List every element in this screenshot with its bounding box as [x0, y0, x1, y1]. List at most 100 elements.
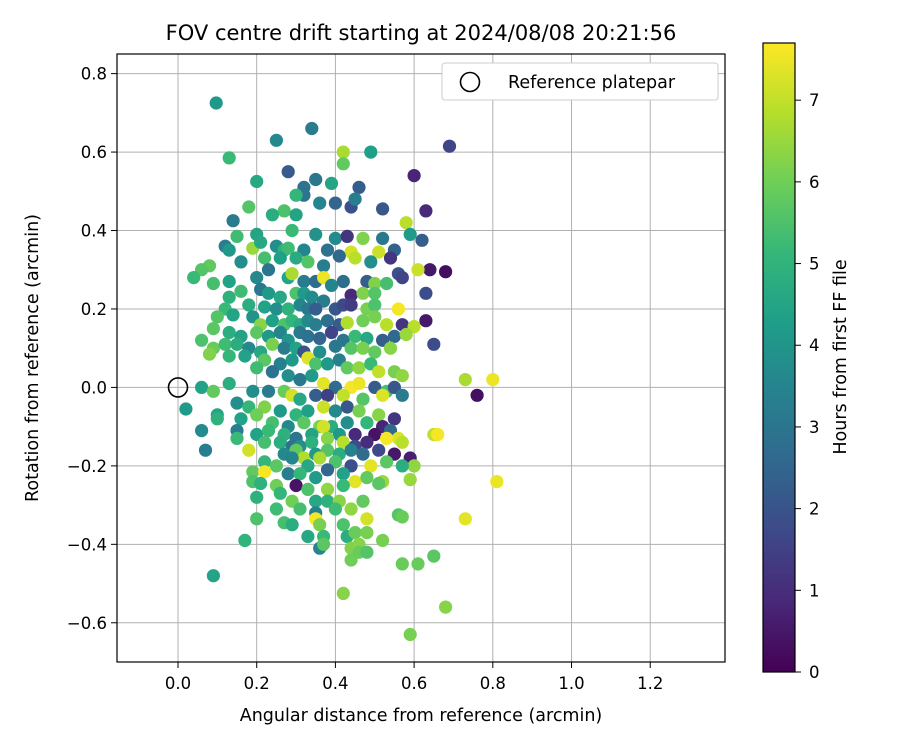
y-tick-label: −0.2	[67, 457, 107, 476]
y-tick-label: 0.4	[81, 222, 107, 241]
data-point	[340, 416, 354, 430]
data-point	[395, 271, 409, 285]
data-point	[226, 308, 240, 322]
data-point	[293, 502, 307, 516]
data-point	[222, 376, 236, 391]
x-tick-label: 0.6	[401, 674, 427, 693]
data-point	[222, 243, 236, 257]
data-point	[344, 298, 358, 312]
y-tick-label: 0.6	[81, 143, 107, 162]
y-tick-label: 0.8	[81, 65, 107, 84]
y-axis-label: Rotation from reference (arcmin)	[23, 214, 43, 502]
data-point	[301, 529, 315, 544]
data-point	[250, 490, 264, 504]
data-point	[348, 251, 362, 265]
data-point	[313, 518, 327, 532]
data-point	[289, 251, 303, 265]
data-point	[202, 347, 217, 361]
plot-frame	[116, 53, 726, 663]
data-point	[317, 376, 331, 391]
data-point	[261, 286, 276, 300]
data-point	[285, 223, 299, 238]
data-point	[281, 467, 295, 481]
x-tick-label: 0.4	[322, 674, 348, 693]
data-point	[431, 427, 445, 442]
data-point	[305, 369, 319, 383]
colorbar-tick-label: 3	[809, 418, 820, 437]
data-point	[348, 427, 362, 442]
data-point	[254, 235, 268, 249]
data-point	[372, 365, 386, 379]
data-point	[356, 494, 370, 508]
data-point	[407, 459, 421, 473]
data-point	[309, 471, 323, 485]
data-point	[336, 145, 350, 159]
data-point	[348, 192, 362, 206]
data-point	[403, 227, 417, 241]
data-point	[293, 467, 307, 481]
data-point	[380, 431, 394, 445]
data-point	[246, 465, 260, 479]
data-point	[313, 196, 327, 210]
data-point	[269, 502, 283, 516]
data-point	[293, 373, 307, 387]
data-point	[222, 290, 236, 304]
data-point	[340, 400, 354, 414]
x-axis-ticks: 0.0 0.2 0.4 0.6 0.8 1.0 1.2	[165, 662, 663, 693]
data-point	[222, 151, 236, 165]
data-point	[195, 333, 209, 347]
data-point	[368, 276, 382, 291]
data-point	[187, 271, 201, 285]
data-point	[309, 172, 323, 187]
data-point	[368, 310, 382, 324]
legend-open-circle-icon	[459, 71, 481, 93]
data-point	[328, 231, 342, 245]
data-point	[458, 373, 472, 387]
data-point	[281, 302, 295, 316]
colorbar-tick-label: 1	[809, 581, 820, 600]
data-point	[289, 188, 303, 202]
data-point	[198, 443, 213, 457]
y-tick-label: 0.2	[81, 300, 107, 319]
data-point	[419, 314, 433, 328]
data-point	[360, 435, 374, 449]
data-point	[309, 388, 323, 402]
data-point	[309, 494, 323, 508]
data-point	[324, 176, 339, 190]
data-point	[403, 627, 417, 642]
data-point	[234, 255, 248, 269]
x-axis-label: Angular distance from reference (arcmin)	[240, 706, 603, 726]
data-point	[360, 416, 374, 430]
data-point	[442, 139, 457, 153]
data-point	[415, 233, 429, 247]
colorbar-tick-label: 4	[809, 336, 820, 355]
data-point	[380, 455, 394, 469]
data-point	[258, 300, 272, 314]
data-point	[258, 465, 272, 479]
x-tick-label: 0.0	[165, 674, 191, 693]
data-point	[372, 443, 386, 457]
legend-entry-label: Reference platepar	[508, 73, 676, 93]
data-point	[313, 331, 327, 345]
data-point	[352, 180, 366, 194]
data-point	[407, 169, 421, 183]
data-point	[324, 278, 339, 292]
data-point	[490, 475, 504, 489]
data-point	[352, 376, 366, 391]
data-point	[336, 518, 350, 532]
data-point	[301, 329, 315, 343]
data-point	[383, 341, 398, 355]
data-point	[250, 361, 264, 375]
data-point	[206, 384, 220, 398]
data-point	[336, 478, 350, 493]
data-point	[281, 241, 295, 255]
data-point	[387, 329, 401, 343]
data-point	[348, 526, 362, 540]
data-point	[309, 357, 323, 371]
data-point	[320, 357, 335, 371]
data-point	[222, 274, 236, 289]
y-tick-label: −0.4	[67, 535, 107, 554]
data-point	[277, 341, 291, 355]
data-point	[470, 388, 484, 402]
data-point	[372, 245, 386, 259]
